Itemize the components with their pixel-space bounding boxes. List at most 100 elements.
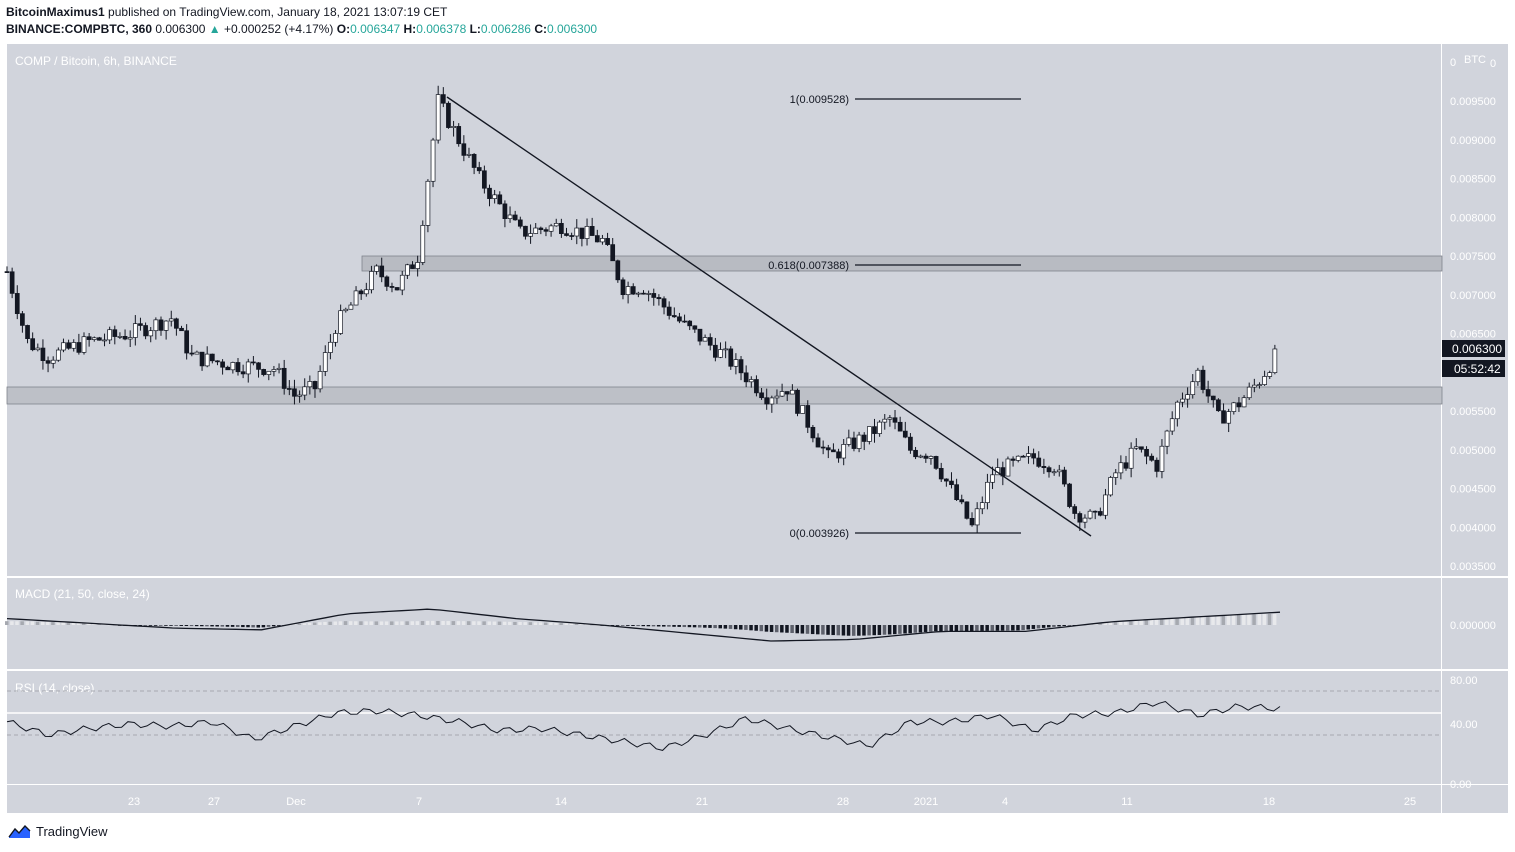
candle-body [882, 418, 888, 423]
countdown-badge [1442, 360, 1505, 377]
candle-body [677, 316, 682, 322]
candle-body [302, 386, 308, 396]
macd-bar [800, 625, 805, 634]
main-pane-bg[interactable] [7, 44, 1441, 576]
candle-body [559, 223, 564, 234]
time-axis[interactable]: 23 27 Dec 7 14 21 28 2021 4 11 18 25 [128, 796, 1416, 808]
candle-body [1026, 453, 1031, 457]
macd-bar [636, 625, 640, 627]
candle-body [579, 227, 585, 239]
candle-body [990, 474, 995, 483]
macd-bar [61, 622, 65, 625]
candle-body [45, 360, 51, 364]
candle-body [1241, 397, 1247, 408]
time-axis-bg[interactable] [7, 785, 1508, 813]
macd-bar [995, 625, 1000, 631]
macd-bar [728, 625, 733, 629]
last-price-badge [1442, 340, 1505, 357]
candle-body [1067, 483, 1072, 507]
macd-bar [1144, 620, 1149, 625]
candle-body [533, 227, 539, 234]
candle-body [55, 349, 61, 361]
candle-body [215, 360, 220, 363]
candle-body [512, 214, 518, 221]
macd-bar [1047, 625, 1051, 628]
macd-bar [1129, 621, 1133, 625]
time-tick-label: 18 [1263, 796, 1275, 808]
candle-body [979, 502, 985, 510]
macd-bar [821, 625, 825, 635]
candle-body [1108, 477, 1113, 496]
tradingview-footer[interactable]: TradingView [8, 824, 108, 839]
macd-bar [1005, 625, 1010, 631]
macd-bar [667, 625, 671, 627]
macd-bar [662, 625, 666, 627]
candle-body [902, 430, 908, 438]
candle-body [148, 330, 154, 337]
macd-bar [882, 625, 887, 635]
macd-bar [1118, 621, 1123, 625]
macd-bar [348, 621, 353, 625]
descending-trendline[interactable] [446, 96, 1092, 537]
resistance-zone[interactable] [361, 255, 1443, 272]
macd-bar [466, 621, 471, 625]
macd-bar [220, 625, 225, 627]
macd-bar [949, 625, 953, 632]
macd-bar [364, 621, 368, 625]
candle-body [40, 347, 46, 361]
time-tick-label: 28 [837, 796, 849, 808]
candle-body [184, 330, 190, 354]
macd-bar [579, 624, 584, 625]
candle-body [1210, 395, 1216, 401]
candle-body [168, 318, 174, 322]
macd-bar [564, 623, 569, 625]
macd-bar [744, 625, 748, 630]
candle-body [964, 501, 970, 519]
macd-bar [420, 621, 425, 625]
macd-bar [867, 625, 871, 636]
macd-bar [379, 621, 384, 625]
macd-bar [395, 621, 399, 625]
macd-bar [1267, 613, 1272, 625]
macd-bar [790, 625, 794, 634]
open-value: 0.006347 [350, 22, 401, 36]
macd-bar [523, 622, 527, 625]
support-zone[interactable] [6, 386, 1443, 405]
macd-bar [169, 625, 173, 626]
macd-bar [903, 625, 907, 634]
candle-body [446, 102, 451, 128]
candle-body [933, 456, 939, 469]
macd-bar [194, 625, 199, 627]
macd-bar [549, 622, 553, 625]
macd-bar [318, 622, 322, 625]
candle-body [425, 180, 431, 226]
candle-body [589, 226, 595, 236]
macd-bar [646, 625, 651, 627]
candle-body [692, 325, 698, 330]
macd-bar [1154, 619, 1159, 625]
macd-bar [846, 625, 851, 636]
candle-body [600, 238, 605, 243]
macd-bar [92, 623, 96, 625]
macd-bar [908, 625, 912, 634]
macd-bar [97, 623, 101, 625]
author-name[interactable]: BitcoinMaximus1 [6, 5, 105, 19]
macd-bar [836, 625, 841, 636]
price-axis[interactable]: 0 0.009500 0.009000 0.008500 0.008000 0.00750… [1450, 57, 1496, 573]
time-tick-label: 4 [1002, 796, 1008, 808]
price-axis-bg[interactable] [1442, 44, 1508, 784]
macd-bar [1175, 618, 1179, 625]
open-label: O: [336, 22, 351, 36]
candle-body [1139, 446, 1144, 450]
macd-bar [780, 625, 784, 633]
macd-bar [1036, 625, 1041, 629]
candle-body [281, 367, 287, 389]
macd-pane-bg[interactable] [7, 578, 1441, 669]
macd-bar [1231, 615, 1236, 625]
macd-bar [384, 621, 389, 625]
tradingview-brand: TradingView [36, 824, 108, 839]
macd-bar [641, 625, 645, 627]
macd-bar [1165, 619, 1169, 625]
candle-body [630, 286, 636, 295]
